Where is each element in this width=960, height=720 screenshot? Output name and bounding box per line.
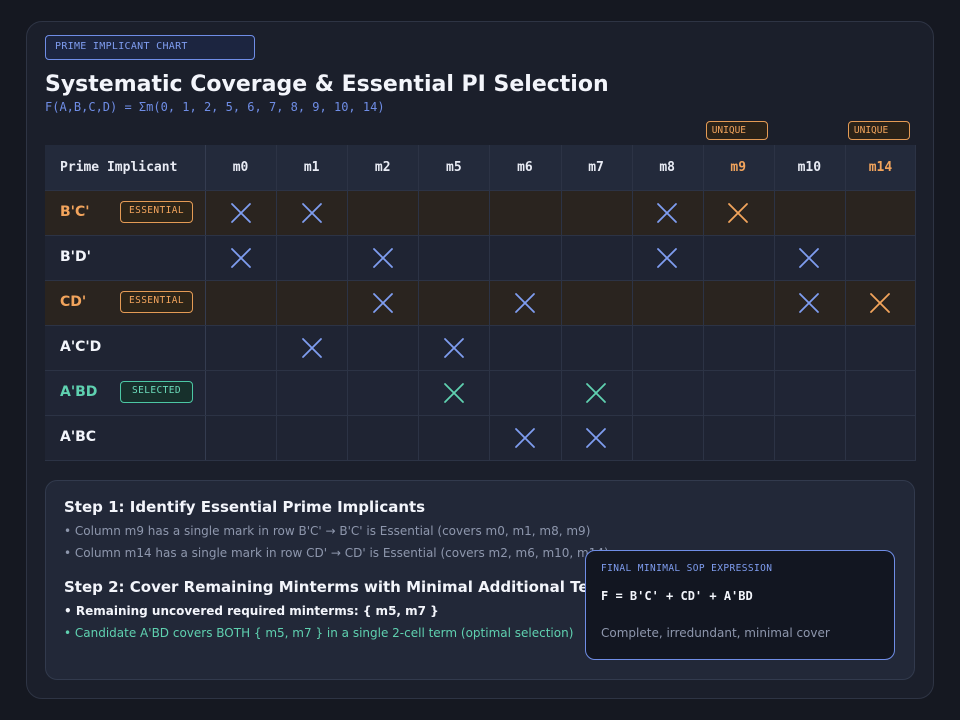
step2-line2: • Candidate A'BD covers BOTH { m5, m7 } …: [64, 626, 574, 640]
column-header-m1: m1: [303, 160, 320, 175]
column-header-m10: m10: [797, 160, 822, 175]
chart-row-1: [45, 235, 916, 280]
essential-badge: ESSENTIAL: [120, 201, 193, 223]
row-label-3: A'C'D: [60, 339, 102, 355]
row-label-0: B'C': [60, 204, 90, 220]
column-header-m8: m8: [659, 160, 675, 175]
grid-hline: [45, 190, 916, 191]
step1-line1: • Column m9 has a single mark in row B'C…: [64, 524, 591, 538]
column-header-m9: m9: [730, 160, 747, 175]
function-formula: F(A,B,C,D) = Σm(0, 1, 2, 5, 6, 7, 8, 9, …: [45, 100, 385, 114]
step2-title: Step 2: Cover Remaining Minterms with Mi…: [64, 578, 621, 596]
coverage-mark-x-icon: [585, 427, 607, 449]
coverage-mark-x-icon: [514, 427, 536, 449]
final-expression-label: FINAL MINIMAL SOP EXPRESSION: [601, 563, 773, 574]
chart-header-prime-implicant: Prime Implicant: [60, 160, 178, 175]
coverage-mark-x-icon: [798, 247, 820, 269]
coverage-mark-x-icon: [656, 202, 678, 224]
grid-vline: [418, 145, 420, 460]
coverage-mark-x-icon: [443, 382, 465, 404]
final-expression-note: Complete, irredundant, minimal cover: [601, 626, 830, 640]
coverage-mark-x-icon: [372, 292, 394, 314]
column-header-m6: m6: [517, 160, 533, 175]
column-header-m7: m7: [588, 160, 604, 175]
column-header-m0: m0: [232, 160, 249, 175]
grid-hline: [45, 370, 916, 371]
chart-row-3: [45, 325, 916, 370]
step1-title: Step 1: Identify Essential Prime Implica…: [64, 498, 426, 516]
selected-badge: SELECTED: [120, 381, 193, 403]
final-expression: F = B'C' + CD' + A'BD: [601, 589, 753, 603]
grid-hline: [45, 235, 916, 236]
final-expression-box: FINAL MINIMAL SOP EXPRESSION F = B'C' + …: [585, 550, 895, 660]
step1-line2: • Column m14 has a single mark in row CD…: [64, 546, 609, 560]
prime-implicant-chart: Prime Implicant m0 m1 m2 m5 m6 m7 m8 m9 m10 m14 B'C…: [45, 145, 916, 461]
grid-vline: [489, 145, 491, 460]
row-label-2: CD': [60, 294, 87, 310]
grid-vline: [844, 145, 846, 460]
grid-vline: [631, 145, 633, 460]
column-header-m14: m14: [868, 160, 893, 175]
grid-vline: [347, 145, 349, 460]
column-header-m2: m2: [374, 160, 391, 175]
coverage-mark-x-icon: [514, 292, 536, 314]
grid-hline: [45, 325, 916, 326]
unique-tag-m14: UNIQUE: [847, 121, 910, 140]
grid-vline: [205, 145, 206, 460]
grid-vline: [560, 145, 562, 460]
grid-vline: [773, 145, 775, 460]
unique-tag-m9: UNIQUE: [705, 121, 768, 140]
coverage-mark-x-icon: [869, 292, 891, 314]
coverage-mark-x-icon: [727, 202, 749, 224]
coverage-mark-x-icon: [798, 292, 820, 314]
step2-line1: • Remaining uncovered required minterms:…: [64, 604, 439, 618]
grid-vline: [702, 145, 704, 460]
row-label-1: B'D': [60, 249, 91, 265]
grid-vline: [915, 145, 916, 460]
chart-header-row: [45, 145, 916, 190]
grid-vline: [276, 145, 278, 460]
column-header-m5: m5: [446, 160, 462, 175]
coverage-mark-x-icon: [372, 247, 394, 269]
chart-row-5: [45, 415, 916, 460]
grid-hline: [45, 460, 916, 461]
coverage-mark-x-icon: [230, 247, 252, 269]
coverage-mark-x-icon: [585, 382, 607, 404]
coverage-mark-x-icon: [656, 247, 678, 269]
grid-hline: [45, 415, 916, 416]
page-title: Systematic Coverage & Essential PI Selec…: [45, 72, 609, 97]
coverage-mark-x-icon: [301, 337, 323, 359]
coverage-mark-x-icon: [443, 337, 465, 359]
row-label-5: A'BC: [60, 429, 97, 445]
grid-hline: [45, 280, 916, 281]
row-label-4: A'BD: [60, 384, 98, 400]
coverage-mark-x-icon: [301, 202, 323, 224]
coverage-mark-x-icon: [230, 202, 252, 224]
essential-badge: ESSENTIAL: [120, 291, 193, 313]
chart-type-tag: PRIME IMPLICANT CHART: [45, 35, 255, 60]
